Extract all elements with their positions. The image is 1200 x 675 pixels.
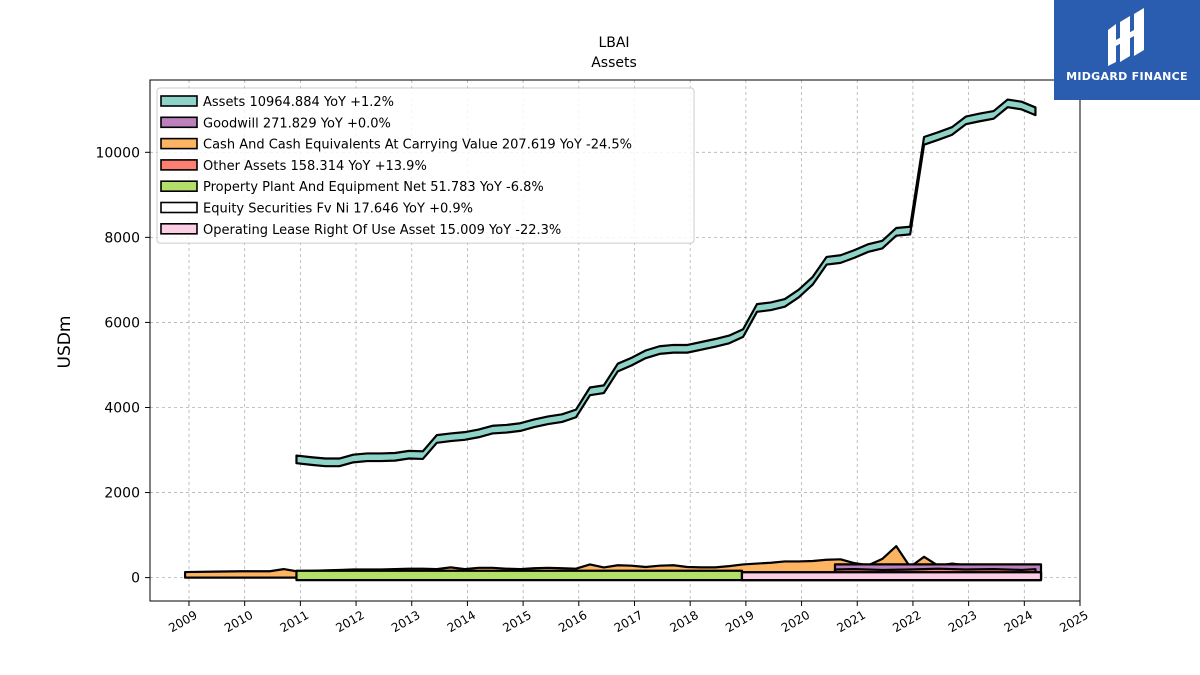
legend-entry: Property Plant And Equipment Net 51.783 …	[203, 180, 544, 195]
y-axis-label: USDm	[55, 316, 75, 369]
x-tick-label: 2014	[445, 608, 478, 635]
legend-box	[156, 87, 695, 244]
brand-logo: MIDGARD FINANCE	[1054, 0, 1200, 100]
x-tick-label: 2010	[222, 608, 255, 635]
legend-entry: Equity Securities Fv Ni 17.646 YoY +0.9%	[203, 202, 473, 217]
y-tick-label: 2000	[104, 486, 140, 502]
series-areas	[183, 98, 1043, 582]
legend-entry: Cash And Cash Equivalents At Carrying Va…	[203, 138, 632, 153]
legend-swatch	[160, 201, 198, 214]
legend-entry: Other Assets 158.314 YoY +13.9%	[203, 159, 427, 174]
legend-swatch	[160, 180, 198, 192]
x-tick-label: 2021	[835, 608, 868, 635]
y-tick-label: 4000	[104, 400, 140, 416]
x-tick-label: 2009	[166, 608, 199, 635]
x-tick-label: 2020	[779, 608, 812, 635]
x-tick-label: 2011	[278, 608, 311, 635]
x-tick-label: 2023	[946, 608, 979, 635]
series-area-1	[295, 98, 1037, 468]
x-tick-label: 2012	[333, 608, 366, 635]
chart-title: LBAI	[598, 35, 629, 51]
x-tick-label: 2015	[500, 608, 533, 635]
legend-entry: Assets 10964.884 YoY +1.2%	[203, 95, 394, 110]
x-tick-label: 2019	[723, 608, 756, 635]
midgard-logo-icon	[1108, 8, 1144, 66]
legend-swatch	[160, 223, 198, 235]
y-tick-label: 10000	[95, 145, 140, 161]
series-area-7	[740, 571, 1043, 582]
legend-swatch	[160, 116, 198, 129]
legend-entry: Operating Lease Right Of Use Asset 15.00…	[203, 223, 561, 238]
x-tick-label: 2017	[612, 608, 645, 635]
legend-swatch	[160, 159, 198, 171]
legend-swatch	[160, 95, 198, 107]
x-tick-label: 2022	[890, 608, 923, 635]
x-tick-label: 2024	[1002, 608, 1035, 635]
series-area-5	[295, 569, 744, 582]
plot-frame	[149, 79, 1081, 602]
legend-swatch	[160, 137, 198, 150]
legend-entry: Goodwill 271.829 YoY +0.0%	[203, 116, 391, 131]
y-tick-label: 0	[131, 571, 140, 587]
brand-name: MIDGARD FINANCE	[1066, 70, 1188, 83]
x-tick-label: 2013	[389, 608, 422, 635]
y-tick-label: 8000	[104, 230, 140, 246]
y-tick-label: 6000	[104, 315, 140, 331]
x-tick-label: 2025	[1057, 608, 1090, 635]
chart-subtitle: Assets	[591, 55, 637, 71]
legend: Assets 10964.884 YoY +1.2% Goodwill 271.8…	[156, 87, 695, 244]
x-tick-label: 2018	[667, 608, 700, 635]
x-tick-label: 2016	[556, 608, 589, 635]
